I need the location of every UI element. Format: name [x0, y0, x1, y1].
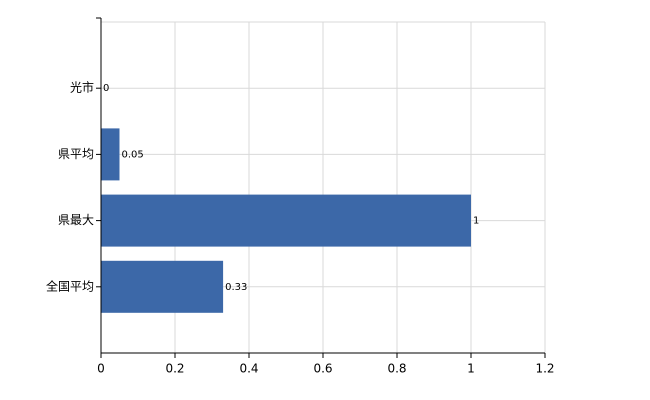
x-tick-label: 0: [97, 362, 105, 376]
x-tick-label: 0.6: [313, 362, 332, 376]
y-tick-label: 県平均: [58, 147, 94, 161]
x-tick-label: 0.2: [165, 362, 184, 376]
y-tick-label: 光市: [70, 80, 94, 95]
value-label: 0.33: [225, 282, 247, 293]
y-tick-label: 県最大: [58, 213, 94, 227]
value-label: 0: [103, 83, 109, 94]
value-label: 1: [473, 216, 479, 227]
x-tick-label: 0.8: [387, 362, 406, 376]
x-tick-label: 0.4: [239, 362, 258, 376]
y-tick-label: 全国平均: [46, 278, 94, 293]
bar: [101, 128, 120, 181]
x-tick-label: 1: [467, 362, 475, 376]
value-label: 0.05: [122, 149, 144, 160]
x-tick-label: 1.2: [535, 362, 554, 376]
bar: [101, 260, 224, 313]
bar: [101, 194, 471, 247]
